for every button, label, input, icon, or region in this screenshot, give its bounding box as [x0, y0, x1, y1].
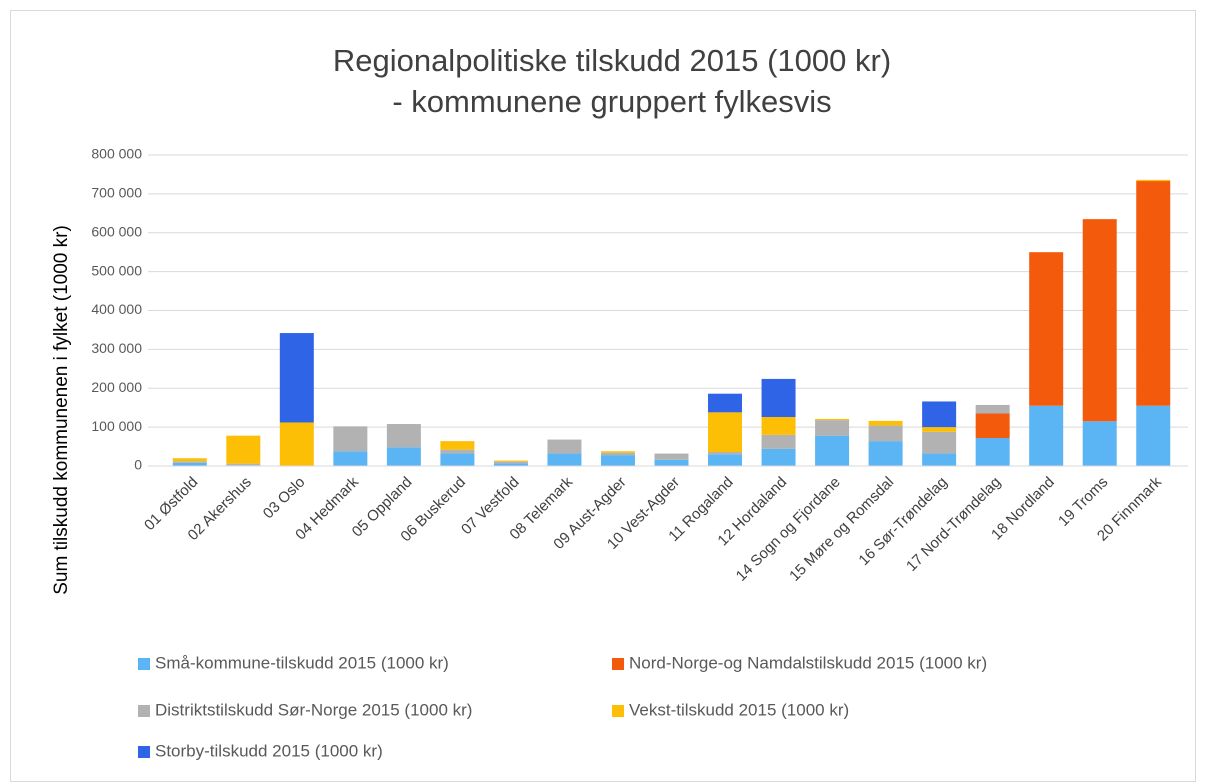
bar-segment [761, 417, 796, 435]
y-tick-label: 700 000 [91, 185, 142, 201]
bar-segment [1029, 252, 1064, 406]
bar-segment [975, 438, 1010, 466]
bar-segment [547, 439, 582, 454]
bar-segment [600, 452, 635, 456]
bar-segment [708, 454, 743, 466]
bar-segment [386, 447, 421, 466]
legend-label: Små-kommune-tilskudd 2015 (1000 kr) [155, 653, 449, 672]
bar-segment [333, 451, 368, 466]
bar-segment [493, 461, 528, 464]
y-axis-label: Sum tilskudd kommunenen i fylket (1000 k… [51, 225, 72, 595]
bar-segment [493, 460, 528, 462]
bar-segment [975, 413, 1010, 439]
bar-segment [333, 426, 368, 452]
y-tick-label: 100 000 [91, 418, 142, 434]
bar-segment [761, 448, 796, 466]
bar-segment [1029, 405, 1064, 466]
bar-segment [440, 441, 475, 450]
bar-segment [226, 435, 261, 464]
y-tick-label: 500 000 [91, 262, 142, 278]
bar-segment [654, 459, 689, 466]
y-tick-label: 800 000 [91, 146, 142, 162]
y-tick-label: 400 000 [91, 301, 142, 317]
bar-segment [922, 427, 957, 432]
chart-border [10, 10, 1196, 782]
bar-segment [1082, 421, 1117, 466]
legend-label: Nord-Norge-og Namdalstilskudd 2015 (1000… [629, 653, 987, 672]
legend-swatch [138, 705, 150, 717]
y-tick-label: 0 [134, 457, 142, 473]
bar-segment [1082, 219, 1117, 422]
bar-segment [922, 401, 957, 428]
bar-segment [761, 434, 796, 449]
bar-segment [600, 451, 635, 453]
bar-segment [440, 449, 475, 454]
bar-segment [815, 420, 850, 436]
legend-swatch [138, 658, 150, 670]
bar-segment [815, 418, 850, 421]
bar-segment [279, 333, 314, 423]
bar-segment [868, 441, 903, 466]
bar-segment [708, 412, 743, 453]
bar-segment [279, 422, 314, 466]
legend-swatch [612, 658, 624, 670]
bar-segment [172, 462, 207, 466]
bar-segment [172, 461, 207, 463]
y-tick-label: 200 000 [91, 379, 142, 395]
legend-label: Distriktstilskudd Sør-Norge 2015 (1000 k… [155, 700, 472, 719]
legend-label: Storby-tilskudd 2015 (1000 kr) [155, 741, 383, 760]
bar-segment [1136, 179, 1171, 182]
bar-segment [172, 458, 207, 462]
bar-segment [226, 463, 261, 466]
bar-segment [815, 435, 850, 466]
bar-segment [600, 455, 635, 466]
bar-segment [922, 431, 957, 454]
bar-segment [868, 425, 903, 442]
y-tick-label: 600 000 [91, 223, 142, 239]
bar-segment [654, 453, 689, 460]
bar-segment [975, 404, 1010, 414]
bar-segment [1136, 181, 1171, 406]
y-tick-label: 300 000 [91, 340, 142, 356]
bar-segment [868, 420, 903, 426]
chart-subtitle: - kommunene gruppert fylkesvis [392, 84, 831, 119]
bar-segment [547, 453, 582, 466]
bar-segment [761, 378, 796, 418]
bar-segment [922, 453, 957, 466]
bar-segment [708, 452, 743, 455]
legend-label: Vekst-tilskudd 2015 (1000 kr) [629, 700, 849, 719]
bar-segment [493, 463, 528, 466]
bar-segment [386, 424, 421, 448]
legend-swatch [138, 746, 150, 758]
bar-segment [708, 393, 743, 413]
chart-title: Regionalpolitiske tilskudd 2015 (1000 kr… [333, 43, 891, 78]
bar-segment [440, 453, 475, 466]
legend-swatch [612, 705, 624, 717]
bar-segment [1136, 405, 1171, 466]
